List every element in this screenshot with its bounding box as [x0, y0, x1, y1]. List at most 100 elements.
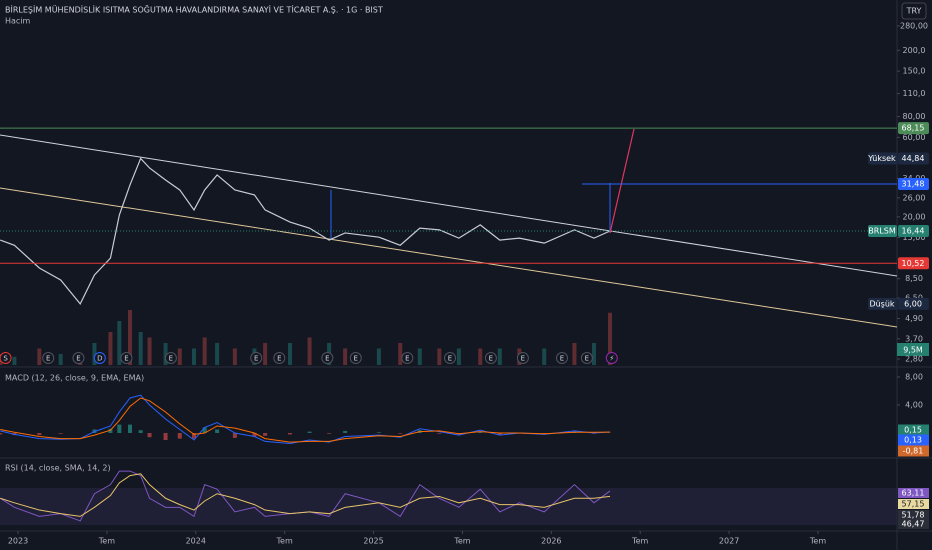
price-name: BRLSM: [868, 227, 896, 236]
price-label-box: [898, 178, 929, 191]
rsi-title: RSI (14, close, SMA, 14, 2): [5, 464, 111, 473]
price-name-box: [868, 297, 897, 310]
macd-histogram: [108, 428, 113, 433]
volume-bar: [37, 348, 42, 365]
macd-histogram: [263, 433, 268, 436]
volume-bar: [215, 343, 220, 365]
macd-histogram: [497, 433, 502, 436]
volume-bar: [572, 343, 577, 365]
macd-histogram: [117, 424, 122, 433]
event-label: E: [560, 355, 564, 363]
volume-bar: [592, 343, 596, 365]
currency-button[interactable]: [901, 2, 927, 20]
macd-value-box: [898, 424, 929, 436]
volume-bar: [58, 354, 63, 365]
macd-histogram: [128, 424, 132, 433]
price-tick-label: 26,00: [903, 193, 926, 202]
macd-tick-label: 8,00: [905, 373, 923, 382]
price-label: 10,52: [902, 259, 925, 268]
volume-bar: [608, 312, 612, 365]
macd-histogram: [37, 433, 42, 436]
price-label: 68,15: [902, 124, 925, 133]
volume-bar: [263, 343, 268, 365]
volume-bar: [147, 337, 152, 365]
time-tick-label: 2024: [186, 537, 206, 546]
time-tick-label: Tem: [631, 537, 648, 546]
volume-bar: [163, 343, 168, 365]
event-label: S: [3, 355, 8, 363]
event-marker: [164, 352, 177, 364]
macd-histogram: [192, 433, 196, 439]
macd-value-box: [898, 434, 929, 446]
volume-bar: [456, 348, 461, 365]
time-tick-label: Tem: [453, 537, 470, 546]
event-marker: [605, 352, 618, 364]
rsi-value: 46,47: [902, 520, 925, 529]
macd-histogram: [177, 433, 182, 439]
macd-histogram: [215, 429, 220, 433]
volume-bar: [307, 337, 312, 365]
rsi-value: 57,15: [902, 500, 925, 509]
event-label: E: [277, 355, 281, 363]
currency[interactable]: TRY: [906, 7, 922, 16]
event-label: E: [169, 355, 173, 363]
price-label-box: [898, 225, 929, 238]
price-tick-label: 110,0: [903, 89, 926, 98]
volume-bar: [177, 348, 182, 365]
price-label: 6,00: [904, 299, 922, 308]
event-marker: [93, 352, 106, 364]
event-marker: [120, 352, 133, 364]
event-label: E: [489, 355, 493, 363]
macd-histogram: [252, 433, 257, 437]
price-tick-label: 20,00: [903, 212, 926, 221]
price-tick-label: 2,80: [905, 355, 923, 364]
volume-bar: [232, 348, 237, 365]
event-label: E: [585, 355, 589, 363]
price-name-box: [868, 152, 897, 165]
event-label: ⚡: [609, 355, 614, 363]
volume-bar: [108, 332, 113, 365]
macd-histogram: [478, 431, 483, 433]
event-label: E: [124, 355, 128, 363]
time-tick-label: 2027: [719, 537, 739, 546]
volume-bar: [343, 348, 348, 365]
event-label: E: [405, 355, 409, 363]
price-label-box: [898, 152, 929, 165]
time-tick-label: Tem: [98, 537, 115, 546]
time-tick-label: 2023: [8, 537, 28, 546]
event-marker: [580, 352, 593, 364]
volume-label-box: [897, 343, 929, 356]
volume-bar: [138, 332, 143, 365]
volume-bar: [542, 348, 547, 365]
macd-histogram: [343, 430, 348, 433]
price-tick-label: 280,00: [900, 22, 928, 31]
rsi-line: [0, 470, 611, 522]
macd-value: 0,13: [904, 436, 922, 445]
macd-value: 0,15: [904, 426, 922, 435]
projection-line: [609, 128, 635, 234]
trend-line: [0, 187, 898, 328]
event-marker: [72, 352, 85, 364]
event-label: E: [254, 355, 258, 363]
price-name: Düşük: [869, 299, 894, 308]
event-label: E: [46, 355, 50, 363]
macd-histogram: [307, 431, 312, 433]
volume-value: 9,5M: [903, 346, 923, 355]
price-label-box: [898, 257, 929, 270]
volume-bar: [437, 348, 442, 365]
event-marker: [273, 352, 286, 364]
event-label: D: [97, 355, 102, 363]
volume-bar: [92, 343, 97, 365]
macd-tick-label: 4,00: [905, 401, 923, 410]
volume-bar: [417, 348, 422, 365]
event-label: E: [448, 355, 452, 363]
rsi-value: 51,78: [902, 511, 925, 520]
macd-title: MACD (12, 26, close, 9, EMA, EMA): [5, 374, 144, 383]
event-label: E: [325, 355, 329, 363]
macd-histogram: [163, 433, 168, 440]
macd-histogram: [58, 433, 63, 434]
macd-histogram: [437, 433, 442, 434]
price-name: Yüksek: [867, 154, 896, 163]
price-label: 44,84: [902, 154, 925, 163]
